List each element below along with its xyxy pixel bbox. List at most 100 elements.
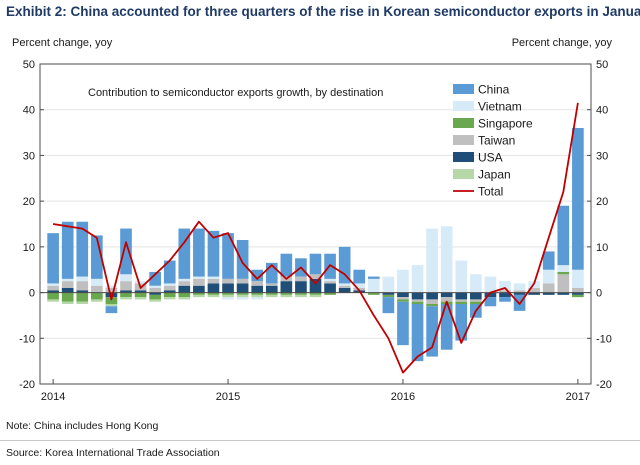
bar-taiwan — [397, 297, 409, 300]
bar-china — [149, 272, 161, 286]
legend: China Vietnam Singapore Taiwan USA Japan Total — [453, 83, 533, 199]
bar-usa — [528, 292, 540, 295]
bar-china — [542, 251, 555, 270]
bar-taiwan — [76, 281, 89, 291]
bar-singapore — [178, 292, 191, 298]
bar-japan — [163, 297, 176, 300]
bar-singapore — [455, 301, 468, 304]
bar-japan — [251, 294, 264, 298]
bar-china — [207, 230, 220, 277]
bar-usa — [513, 292, 526, 295]
y-tick-label-left: 50 — [23, 59, 35, 71]
bar-japan — [134, 297, 147, 300]
legend-label-china: China — [478, 83, 510, 97]
bar-singapore — [236, 292, 249, 295]
bar-taiwan — [440, 297, 453, 302]
y-tick-label-right: 50 — [596, 59, 608, 71]
y-tick-label-right: 20 — [596, 196, 608, 208]
bar-usa — [251, 285, 264, 293]
legend-label-taiwan: Taiwan — [478, 134, 515, 148]
y-tick-label-left: 10 — [23, 242, 35, 254]
bar-china — [163, 260, 176, 284]
bar-usa — [120, 290, 132, 293]
y-tick-label-left: 20 — [23, 196, 35, 208]
bar-singapore — [382, 294, 395, 298]
bar-taiwan — [411, 299, 424, 302]
bar-usa — [455, 292, 468, 300]
bar-china — [193, 228, 205, 277]
bar-taiwan — [499, 290, 511, 293]
bar-japan — [295, 294, 307, 298]
bar-usa — [484, 292, 497, 298]
bar-vietnam — [440, 226, 453, 293]
bar-china — [265, 262, 278, 284]
bar-singapore — [309, 292, 322, 295]
bar-taiwan — [193, 278, 205, 286]
bar-usa — [411, 292, 424, 300]
legend-swatch-japan — [453, 169, 474, 179]
x-tick-label: 2016 — [391, 391, 415, 403]
bar-vietnam — [47, 283, 59, 286]
bar-usa — [265, 285, 278, 293]
bar-japan — [280, 294, 293, 298]
bar-taiwan — [338, 285, 351, 288]
bar-taiwan — [265, 283, 278, 286]
bar-usa — [193, 285, 205, 293]
bar-singapore — [61, 292, 74, 302]
bar-vietnam — [236, 297, 249, 300]
plot-frame — [39, 63, 592, 385]
y-axis-label-right: Percent change, yoy — [512, 37, 613, 49]
bar-taiwan — [163, 285, 176, 291]
y-axis-ticks: -20 -20 -10 -10 0 0 10 10 20 20 30 30 40 40 50 50 — [19, 59, 612, 391]
y-axis-label-left: Percent change, yoy — [12, 37, 113, 49]
legend-swatch-usa — [453, 152, 474, 162]
bar-taiwan — [222, 278, 234, 284]
bar-china — [426, 306, 438, 357]
bar-japan — [105, 304, 118, 307]
bar-singapore — [324, 292, 336, 295]
exhibit-title: Exhibit 2: China accounted for three qua… — [6, 4, 640, 19]
bar-singapore — [193, 292, 205, 295]
y-tick-label-left: -10 — [19, 333, 35, 345]
bar-singapore — [47, 292, 59, 300]
bar-china — [251, 269, 264, 282]
bar-taiwan — [455, 299, 468, 302]
bar-usa — [440, 292, 453, 298]
bar-taiwan — [324, 281, 336, 284]
bar-taiwan — [470, 299, 482, 302]
source-credit: Source: Korea International Trade Associ… — [6, 447, 220, 459]
bar-taiwan — [528, 288, 540, 293]
bar-china — [76, 221, 89, 277]
bar-vietnam — [382, 276, 395, 293]
bar-vietnam — [426, 228, 438, 293]
chart-subtitle: Contribution to semiconductor exports gr… — [88, 87, 383, 99]
bar-usa — [222, 283, 234, 293]
bar-usa — [295, 281, 307, 293]
total-line-layer — [52, 102, 579, 374]
bar-japan — [91, 299, 103, 302]
bar-usa — [397, 292, 409, 298]
legend-swatch-singapore — [453, 118, 474, 128]
bar-vietnam — [455, 260, 468, 293]
bar-japan — [193, 294, 205, 298]
bar-vietnam — [251, 297, 264, 300]
y-tick-label-left: 40 — [23, 105, 35, 117]
bar-china — [572, 128, 584, 270]
bar-vietnam — [207, 276, 220, 279]
y-tick-label-right: -10 — [596, 333, 612, 345]
bar-china — [455, 304, 468, 341]
y-tick-label-right: 40 — [596, 105, 608, 117]
legend-label-total: Total — [478, 185, 503, 199]
x-tick-label: 2015 — [216, 391, 240, 403]
bar-singapore — [120, 292, 132, 298]
bar-taiwan — [178, 281, 191, 286]
bar-china — [557, 205, 570, 266]
bar-taiwan — [91, 285, 103, 293]
bar-usa — [280, 281, 293, 293]
bar-vietnam — [105, 285, 118, 288]
bar-singapore — [251, 292, 264, 295]
y-tick-label-left: 30 — [23, 150, 35, 162]
bar-vietnam — [367, 278, 380, 293]
bar-taiwan — [105, 288, 118, 293]
